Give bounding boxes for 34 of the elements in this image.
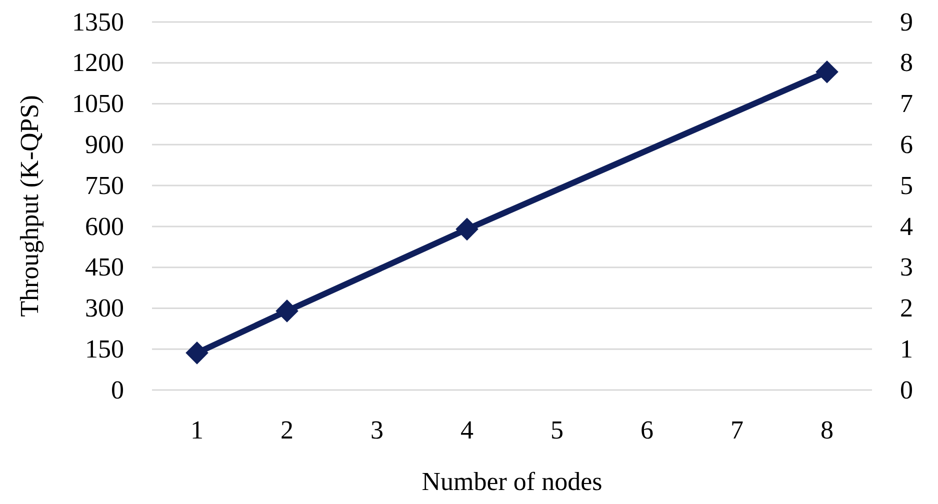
y-tick-label: 450	[85, 252, 124, 282]
y-tick-label: 750	[85, 170, 124, 200]
y-tick-label: 900	[85, 130, 124, 159]
y2-tick-label: 7	[900, 89, 913, 118]
y2-tick-label: 5	[900, 170, 913, 200]
y2-tick-label: 0	[900, 375, 913, 404]
y-tick-label: 150	[85, 334, 124, 364]
y2-tick-label: 9	[900, 7, 913, 36]
y2-tick-label: 1	[900, 334, 913, 364]
y-tick-label: 1200	[72, 48, 124, 78]
x-tick-label: 7	[730, 415, 744, 444]
y-tick-label: 1350	[72, 7, 124, 36]
point	[186, 342, 208, 364]
x-tick-label: 8	[820, 415, 834, 444]
y2-tick-label: 2	[900, 294, 913, 323]
y2-tick-label: 4	[900, 212, 913, 241]
x-axis-title: Number of nodes	[422, 467, 602, 496]
y-tick-label: 0	[111, 375, 124, 404]
y-tick-label: 1050	[72, 89, 124, 118]
x-tick-label: 5	[550, 415, 564, 444]
point	[816, 60, 838, 84]
y-tick-label: 600	[85, 212, 124, 241]
x-tick-label: 3	[370, 415, 384, 444]
x-tick-label: 6	[640, 415, 654, 444]
y-axis-title: Throughput (K-QPS)	[15, 95, 44, 317]
x-tick-label: 1	[190, 415, 204, 444]
y2-tick-label: 3	[900, 252, 913, 282]
x-tick-label: 4	[460, 415, 474, 444]
x-tick-label: 2	[280, 415, 294, 444]
y2-tick-label: 8	[900, 48, 913, 78]
point	[456, 218, 478, 241]
y2-tick-label: 6	[900, 130, 913, 159]
point	[276, 300, 298, 322]
y-tick-label: 300	[85, 294, 124, 323]
